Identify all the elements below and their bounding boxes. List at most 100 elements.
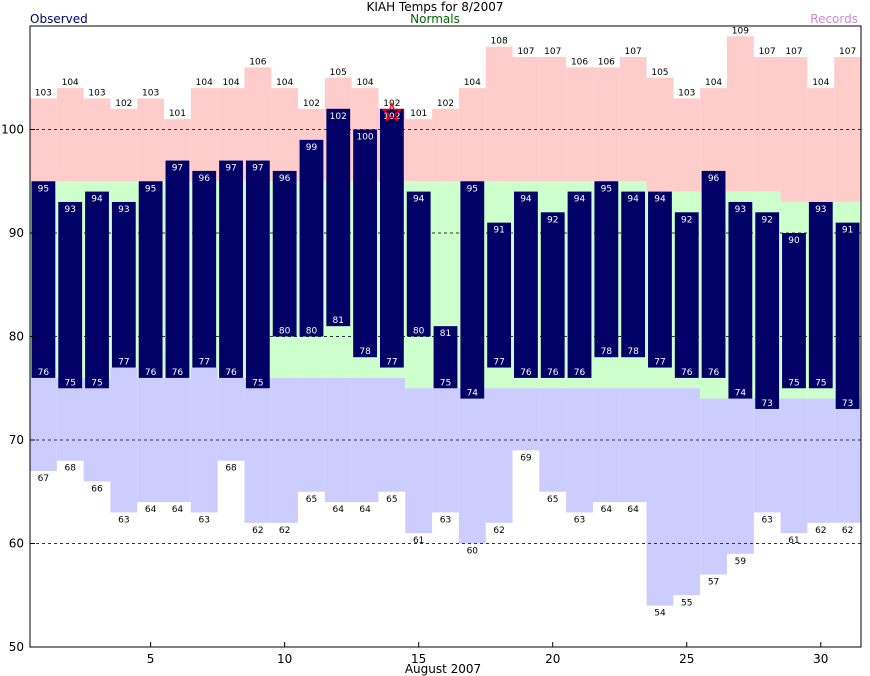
record-high-label: 103 [142,88,159,98]
record-low-label: 54 [654,609,666,619]
record-high-label: 102 [303,99,320,109]
observed-bar [674,212,699,378]
record-high-label: 106 [249,57,266,67]
y-tick-label: 100 [1,123,24,137]
record-high-label: 107 [625,47,642,57]
record-high-band [405,119,433,182]
observed-bar [379,108,404,368]
observed-high-label: 91 [493,226,504,236]
record-low-label: 62 [252,526,263,536]
x-tick-label: 20 [545,652,560,666]
record-low-label: 64 [172,505,184,515]
observed-high-label: 100 [356,133,373,143]
x-tick-label: 30 [813,652,828,666]
record-low-label: 61 [788,536,799,546]
record-low-band [646,388,674,606]
record-high-band [137,98,165,182]
record-low-band [807,398,835,523]
record-low-label: 63 [199,515,210,525]
record-low-label: 64 [601,505,613,515]
observed-low-label: 76 [38,368,50,378]
record-low-band [30,377,57,472]
observed-bar [58,201,83,389]
observed-bar [540,212,565,378]
observed-low-label: 76 [520,368,532,378]
record-high-band [753,57,781,192]
record-low-label: 63 [440,515,451,525]
observed-high-label: 93 [118,205,129,215]
observed-low-label: 77 [386,358,397,368]
record-high-label: 103 [88,88,105,98]
observed-high-label: 94 [627,195,639,205]
record-high-band [30,98,57,182]
observed-high-label: 95 [145,184,156,194]
observed-low-label: 78 [359,347,371,357]
record-low-label: 69 [520,453,532,463]
record-high-label: 107 [785,47,802,57]
record-low-label: 64 [333,505,345,515]
record-high-label: 104 [464,78,481,88]
observed-high-label: 97 [252,164,263,174]
observed-low-label: 75 [788,378,799,388]
record-low-band [512,388,540,451]
observed-high-label: 93 [735,205,746,215]
observed-high-label: 96 [279,174,291,184]
record-high-label: 102 [437,99,454,109]
record-high-band [807,88,835,202]
record-high-label: 104 [356,78,373,88]
observed-high-label: 95 [601,184,612,194]
observed-bar [192,170,217,368]
observed-low-label: 81 [333,316,344,326]
record-high-label: 107 [517,47,534,57]
record-low-label: 63 [574,515,585,525]
observed-low-label: 73 [761,399,772,409]
record-high-band [646,77,674,192]
record-high-label: 109 [732,26,749,36]
observed-high-label: 90 [788,236,800,246]
observed-bar [835,222,860,409]
record-low-band [271,377,299,523]
record-high-label: 108 [491,37,508,47]
observed-high-label: 97 [225,164,236,174]
observed-bar [514,191,538,378]
record-low-band [592,388,620,503]
record-high-band [271,88,299,182]
observed-bar [85,191,109,389]
record-low-band [700,398,727,575]
observed-low-label: 77 [199,358,210,368]
observed-low-label: 80 [413,327,425,337]
observed-bar [594,181,619,358]
y-tick-label: 50 [9,640,24,654]
record-low-band [458,388,486,544]
record-high-label: 104 [705,78,722,88]
record-high-band [432,108,459,182]
observed-bar [219,160,243,378]
y-tick-label: 60 [9,537,24,551]
y-tick-label: 90 [9,226,24,240]
record-star-icon [381,101,403,122]
observed-bar [433,326,458,389]
record-high-band [458,88,486,182]
observed-high-label: 92 [761,215,772,225]
observed-high-label: 92 [681,215,692,225]
observed-high-label: 94 [574,195,586,205]
x-tick-label: 15 [411,652,426,666]
observed-bar [460,181,485,399]
record-low-label: 63 [761,515,772,525]
observed-bar [299,139,324,337]
x-tick-label: 5 [147,652,155,666]
record-high-band [56,88,84,182]
observed-low-label: 77 [118,358,129,368]
observed-bar [648,191,672,368]
y-tick-label: 80 [9,330,24,344]
record-low-label: 66 [91,484,103,494]
record-low-label: 55 [681,598,692,608]
observed-high-label: 93 [64,205,75,215]
record-low-label: 65 [547,495,558,505]
observed-high-label: 94 [654,195,666,205]
record-high-label: 107 [759,47,776,57]
record-low-band [566,388,593,513]
record-high-label: 104 [222,78,239,88]
record-low-label: 62 [279,526,290,536]
